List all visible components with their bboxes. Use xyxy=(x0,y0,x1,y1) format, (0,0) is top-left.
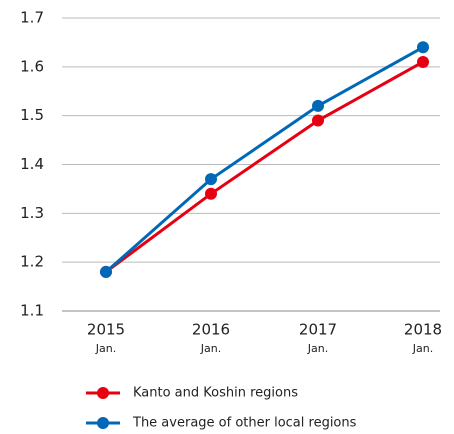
y-tick-label: 1.4 xyxy=(20,155,44,173)
x-tick-label: 2018 xyxy=(404,321,442,339)
legend-label: Kanto and Koshin regions xyxy=(133,386,298,401)
x-tick-label: 2015 xyxy=(87,321,125,339)
data-point xyxy=(100,265,112,278)
data-point xyxy=(312,114,324,127)
y-tick-label: 1.2 xyxy=(20,253,44,271)
x-tick-sublabel: Jan. xyxy=(95,342,116,355)
data-point xyxy=(205,187,217,200)
legend-marker xyxy=(97,417,109,429)
data-point xyxy=(417,41,429,54)
x-tick-label: 2016 xyxy=(192,321,230,339)
legend-marker xyxy=(97,387,109,399)
legend-label: The average of other local regions xyxy=(132,416,357,431)
series-line xyxy=(105,45,424,274)
y-tick-label: 1.7 xyxy=(20,9,44,27)
y-tick-label: 1.1 xyxy=(20,302,44,320)
data-point xyxy=(205,173,217,186)
data-point xyxy=(417,55,429,68)
x-tick-label: 2017 xyxy=(299,321,337,339)
y-tick-label: 1.3 xyxy=(20,204,44,222)
x-tick-sublabel: Jan. xyxy=(412,342,433,355)
data-point xyxy=(312,99,324,112)
y-tick-label: 1.6 xyxy=(20,57,44,75)
x-tick-sublabel: Jan. xyxy=(307,342,328,355)
series-line xyxy=(105,60,424,274)
y-tick-label: 1.5 xyxy=(20,106,44,124)
x-tick-sublabel: Jan. xyxy=(200,342,221,355)
